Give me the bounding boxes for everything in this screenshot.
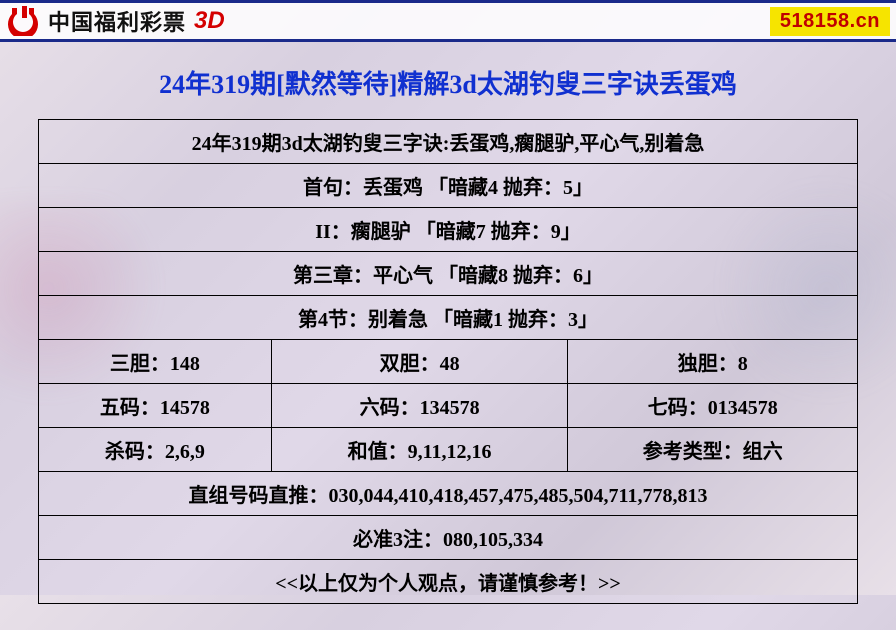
brand-3d-suffix: 3D — [194, 7, 225, 35]
cell-hezhi: 和值：9,11,12,16 — [271, 428, 568, 472]
site-badge[interactable]: 518158.cn — [770, 7, 890, 36]
cell-dudan: 独胆：8 — [568, 340, 858, 384]
content-table-wrap: 24年319期3d太湖钓叟三字诀:丢蛋鸡,瘸腿驴,平心气,别着急 首句：丢蛋鸡 … — [0, 119, 896, 630]
cell-sandan: 三胆：148 — [39, 340, 272, 384]
brand-text: 中国福利彩票 — [48, 5, 186, 37]
row-summary: 24年319期3d太湖钓叟三字诀:丢蛋鸡,瘸腿驴,平心气,别着急 — [39, 120, 858, 164]
cell-wuma: 五码：14578 — [39, 384, 272, 428]
row-disclaimer: <<以上仅为个人观点，请谨慎参考！>> — [39, 560, 858, 604]
top-bar: 中国福利彩票 3D 518158.cn — [0, 0, 896, 42]
cell-type: 参考类型：组六 — [568, 428, 858, 472]
content-table: 24年319期3d太湖钓叟三字诀:丢蛋鸡,瘸腿驴,平心气,别着急 首句：丢蛋鸡 … — [38, 119, 858, 604]
page-title: 24年319期[默然等待]精解3d太湖钓叟三字诀丢蛋鸡 — [0, 64, 896, 101]
row-verse-1: 首句：丢蛋鸡 「暗藏4 抛弃：5」 — [39, 164, 858, 208]
lottery-logo-icon — [8, 6, 42, 36]
cell-shuangdan: 双胆：48 — [271, 340, 568, 384]
cell-shama: 杀码：2,6,9 — [39, 428, 272, 472]
row-bizhun: 必准3注：080,105,334 — [39, 516, 858, 560]
cell-liuma: 六码：134578 — [271, 384, 568, 428]
cell-qima: 七码：0134578 — [568, 384, 858, 428]
row-verse-4: 第4节：别着急 「暗藏1 抛弃：3」 — [39, 296, 858, 340]
row-zhizu: 直组号码直推：030,044,410,418,457,475,485,504,7… — [39, 472, 858, 516]
row-verse-2: II：瘸腿驴 「暗藏7 抛弃：9」 — [39, 208, 858, 252]
row-verse-3: 第三章：平心气 「暗藏8 抛弃：6」 — [39, 252, 858, 296]
brand: 中国福利彩票 3D — [8, 5, 225, 37]
